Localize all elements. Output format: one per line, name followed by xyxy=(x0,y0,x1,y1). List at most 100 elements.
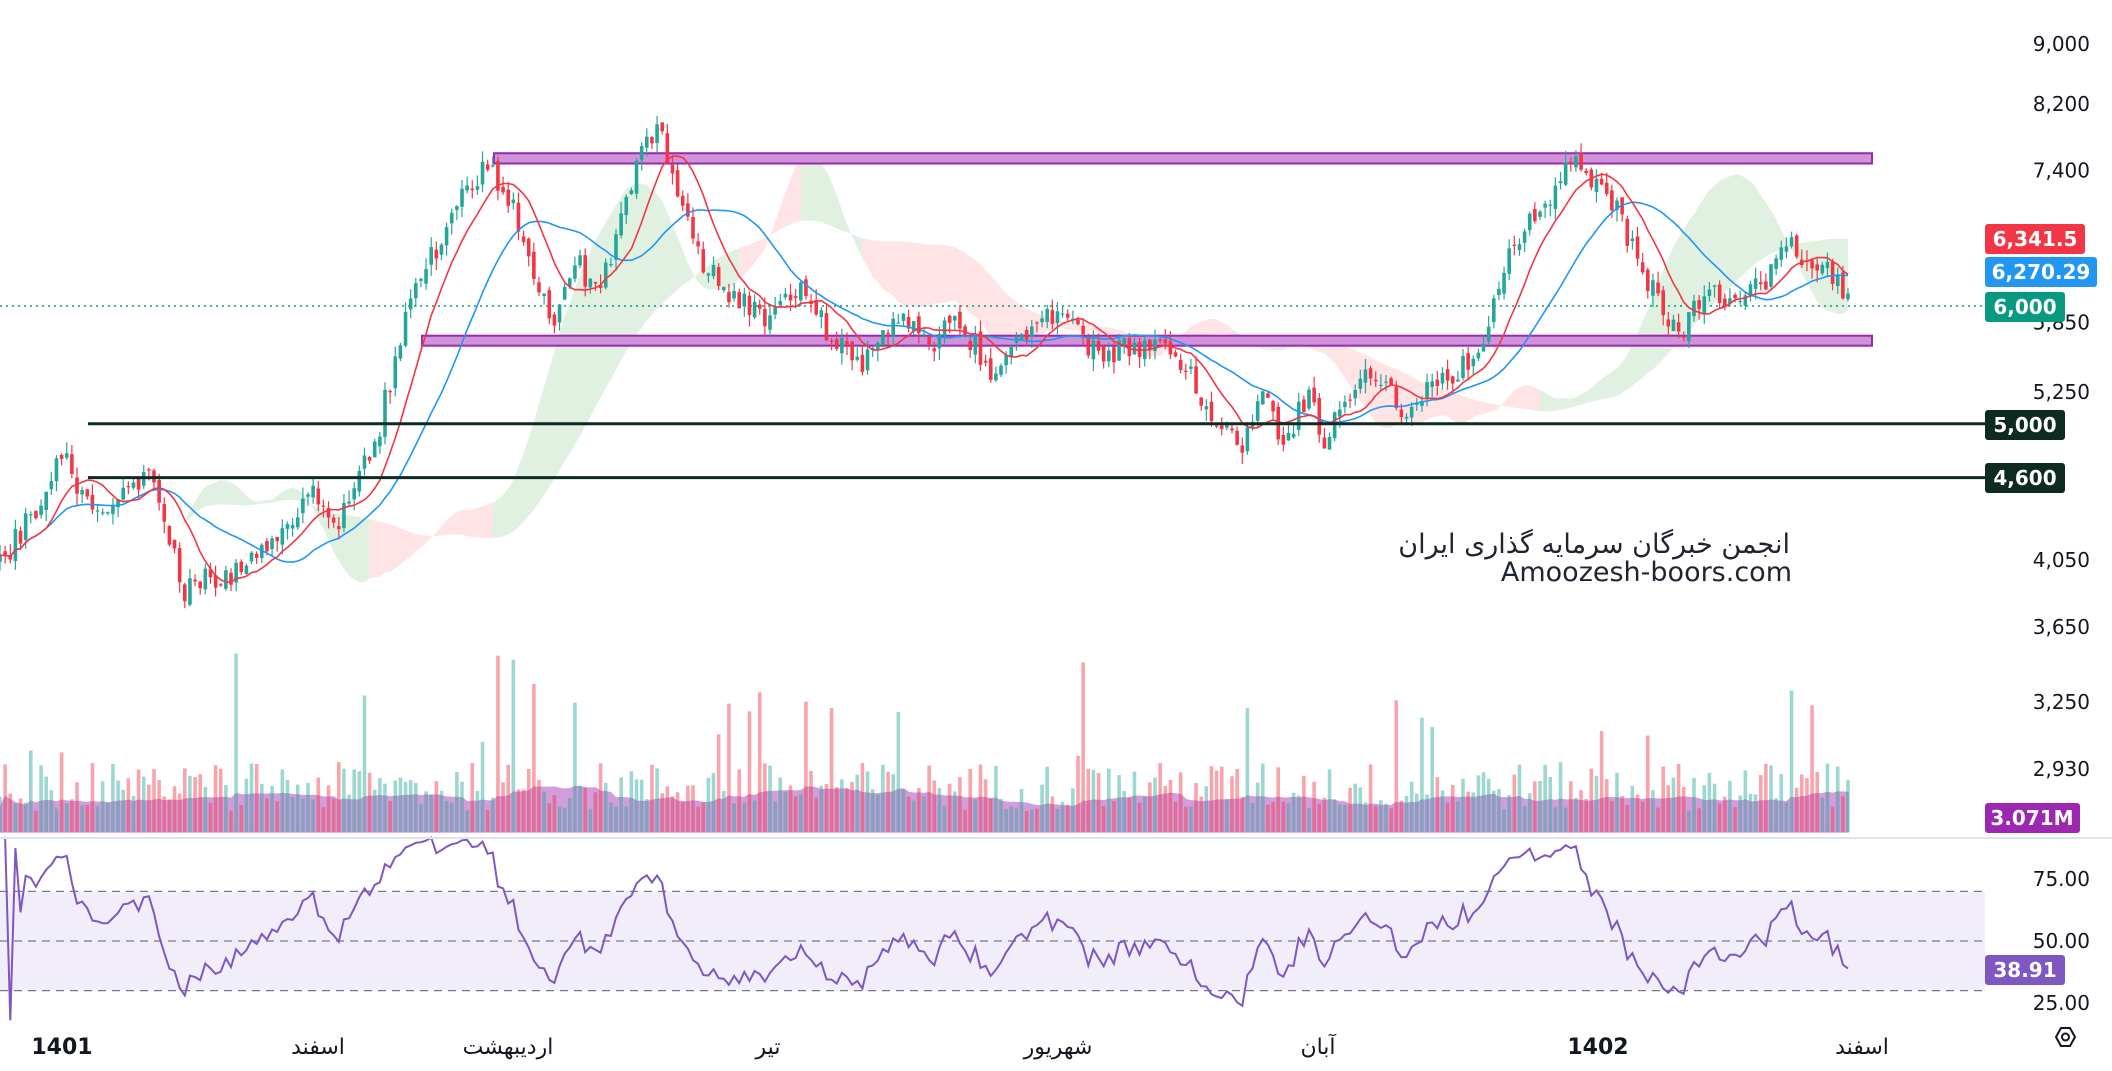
candle[interactable] xyxy=(1738,290,1742,305)
candle[interactable] xyxy=(1764,273,1768,291)
candle[interactable] xyxy=(54,455,59,492)
candle[interactable] xyxy=(1440,367,1445,390)
candle[interactable] xyxy=(1415,398,1419,412)
candle[interactable] xyxy=(424,258,428,290)
candle[interactable] xyxy=(1615,197,1619,222)
candle[interactable] xyxy=(747,291,752,327)
candle[interactable] xyxy=(177,542,182,593)
candle[interactable] xyxy=(1096,333,1101,355)
settings-hexagon-icon[interactable] xyxy=(2054,1027,2077,1047)
candle[interactable] xyxy=(670,155,675,185)
candle[interactable] xyxy=(311,477,315,504)
candle[interactable] xyxy=(80,486,84,504)
candle[interactable] xyxy=(13,519,18,570)
candle[interactable] xyxy=(347,490,351,507)
candle[interactable] xyxy=(891,311,895,345)
candle[interactable] xyxy=(1184,363,1188,380)
candle[interactable] xyxy=(1481,335,1486,352)
candle[interactable] xyxy=(383,382,387,445)
candle[interactable] xyxy=(937,326,942,361)
rsi-pane[interactable] xyxy=(0,836,1985,1021)
candle[interactable] xyxy=(275,536,279,552)
candle[interactable] xyxy=(783,288,788,300)
candle[interactable] xyxy=(542,293,546,305)
candle[interactable] xyxy=(1132,337,1137,355)
candle[interactable] xyxy=(1117,333,1121,362)
candle[interactable] xyxy=(978,320,983,371)
candle[interactable] xyxy=(1060,306,1065,318)
candle[interactable] xyxy=(927,334,931,351)
candle[interactable] xyxy=(372,438,377,458)
candle[interactable] xyxy=(1137,337,1142,368)
candle[interactable] xyxy=(1563,150,1568,187)
candle[interactable] xyxy=(183,582,187,609)
candle[interactable] xyxy=(722,286,726,293)
candle[interactable] xyxy=(434,241,439,271)
candle[interactable] xyxy=(619,201,623,239)
candle[interactable] xyxy=(834,331,839,351)
candle[interactable] xyxy=(711,256,716,280)
candle[interactable] xyxy=(1815,258,1819,283)
candle[interactable] xyxy=(1327,432,1332,450)
candle[interactable] xyxy=(1661,285,1665,326)
candle[interactable] xyxy=(306,492,310,506)
candle[interactable] xyxy=(1789,231,1794,249)
candle[interactable] xyxy=(249,550,254,565)
candle[interactable] xyxy=(1543,200,1547,218)
candle[interactable] xyxy=(1296,392,1301,436)
candle[interactable] xyxy=(152,468,156,491)
candle[interactable] xyxy=(162,497,167,534)
candle[interactable] xyxy=(260,543,264,563)
candle[interactable] xyxy=(763,297,767,337)
candle[interactable] xyxy=(526,237,531,267)
candle[interactable] xyxy=(1353,384,1357,406)
candle[interactable] xyxy=(444,222,449,256)
candle[interactable] xyxy=(1081,318,1085,345)
candle[interactable] xyxy=(301,487,305,524)
candle[interactable] xyxy=(1445,359,1450,390)
candle[interactable] xyxy=(922,327,926,338)
candle[interactable] xyxy=(1604,172,1609,197)
candle[interactable] xyxy=(1009,343,1014,365)
candle[interactable] xyxy=(1492,294,1496,329)
candle[interactable] xyxy=(455,205,459,221)
candle[interactable] xyxy=(475,175,480,195)
candle[interactable] xyxy=(742,287,747,317)
candle[interactable] xyxy=(1743,291,1748,311)
candle[interactable] xyxy=(958,304,962,335)
candle[interactable] xyxy=(213,565,218,597)
candle[interactable] xyxy=(408,289,413,319)
candle[interactable] xyxy=(1512,235,1517,256)
candle[interactable] xyxy=(1502,266,1506,300)
candle[interactable] xyxy=(1758,271,1763,291)
candle[interactable] xyxy=(1507,239,1511,280)
candle[interactable] xyxy=(1569,157,1573,172)
candle[interactable] xyxy=(1286,424,1291,441)
candle[interactable] xyxy=(665,123,670,164)
candle[interactable] xyxy=(691,207,695,244)
candle[interactable] xyxy=(1219,417,1224,436)
candle[interactable] xyxy=(0,545,2,571)
candle[interactable] xyxy=(95,505,100,522)
candle[interactable] xyxy=(1630,230,1635,250)
candle[interactable] xyxy=(1091,330,1096,372)
candle[interactable] xyxy=(44,491,48,522)
candle[interactable] xyxy=(218,583,223,587)
candle[interactable] xyxy=(532,242,536,285)
candle[interactable] xyxy=(773,296,777,320)
candle[interactable] xyxy=(1322,428,1327,449)
candle[interactable] xyxy=(224,565,228,592)
candle[interactable] xyxy=(1266,392,1270,399)
candle[interactable] xyxy=(470,180,475,199)
candle[interactable] xyxy=(1245,422,1250,455)
candle[interactable] xyxy=(321,499,326,518)
candle[interactable] xyxy=(588,278,593,294)
candle[interactable] xyxy=(157,473,161,511)
candle[interactable] xyxy=(906,309,911,333)
candle[interactable] xyxy=(280,519,285,555)
candle[interactable] xyxy=(1030,319,1034,348)
candle[interactable] xyxy=(506,182,510,213)
candle[interactable] xyxy=(1235,426,1239,446)
candle[interactable] xyxy=(557,304,562,331)
candle[interactable] xyxy=(1769,264,1773,291)
